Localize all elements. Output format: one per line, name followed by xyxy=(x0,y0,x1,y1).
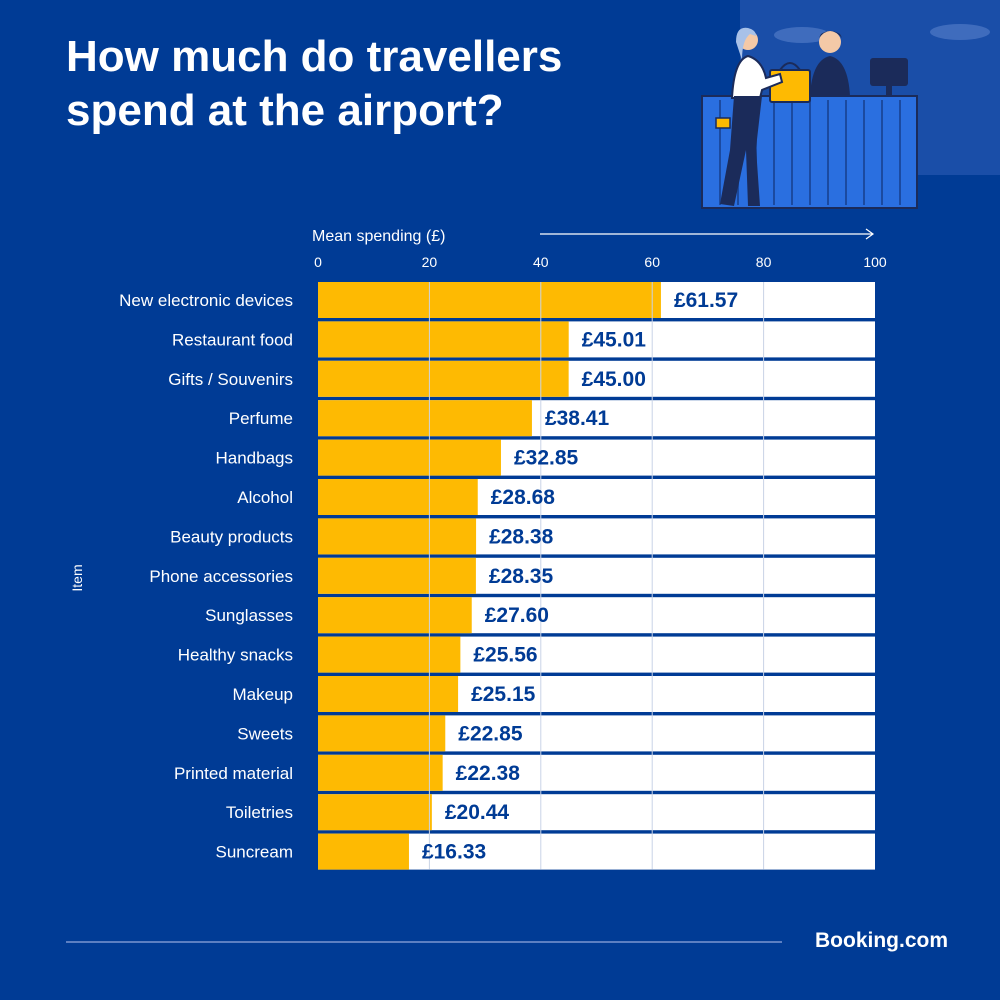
value-label: £61.57 xyxy=(674,289,738,312)
agent-hair xyxy=(819,31,842,38)
bar xyxy=(318,676,459,712)
traveller-hair xyxy=(736,27,756,60)
category-label: Healthy snacks xyxy=(178,646,293,665)
value-label: £45.01 xyxy=(582,328,647,351)
value-label: £38.41 xyxy=(545,407,610,430)
x-axis-arrow xyxy=(540,228,875,240)
bar xyxy=(318,715,446,752)
value-label: £32.85 xyxy=(514,447,579,470)
x-tick-label: 100 xyxy=(863,254,887,270)
y-axis-label: Item xyxy=(69,564,85,591)
agent-body xyxy=(810,56,850,96)
value-label: £16.33 xyxy=(422,841,486,864)
value-label: £27.60 xyxy=(485,604,549,627)
category-label: Sunglasses xyxy=(205,606,293,625)
category-label: Restaurant food xyxy=(172,330,293,349)
category-label: Phone accessories xyxy=(149,567,293,586)
traveller-trousers xyxy=(720,96,762,206)
footer-divider xyxy=(66,941,782,943)
bar-track xyxy=(318,833,875,870)
monitor-shape xyxy=(870,58,908,86)
bar xyxy=(318,439,501,476)
x-tick-label: 60 xyxy=(644,254,660,270)
category-label: Sweets xyxy=(237,724,293,743)
category-label: Perfume xyxy=(229,409,293,428)
passport-shape xyxy=(715,117,731,129)
bar xyxy=(318,754,443,791)
bar xyxy=(318,360,569,397)
category-label: Gifts / Souvenirs xyxy=(168,370,293,389)
bar xyxy=(318,518,477,555)
bar xyxy=(318,636,461,673)
value-label: £22.85 xyxy=(458,722,523,745)
category-label: Toiletries xyxy=(226,803,293,822)
value-label: £20.44 xyxy=(445,801,510,824)
monitor-stand xyxy=(886,86,892,98)
traveller-shirt xyxy=(730,54,784,99)
x-tick-label: 80 xyxy=(756,254,772,270)
value-label: £25.15 xyxy=(471,683,536,706)
value-label: £25.56 xyxy=(473,644,537,667)
bar xyxy=(318,282,661,318)
category-label: Beauty products xyxy=(170,527,293,546)
bag-handle xyxy=(779,62,801,71)
bar xyxy=(318,479,478,515)
category-label: Printed material xyxy=(174,764,293,783)
airport-checkin-illustration xyxy=(701,0,1000,209)
category-label: Alcohol xyxy=(237,488,293,507)
value-label: £22.38 xyxy=(456,762,521,785)
category-label: Suncream xyxy=(216,843,293,862)
value-label: £28.68 xyxy=(491,486,556,509)
bar xyxy=(318,597,472,634)
value-label: £28.35 xyxy=(489,565,554,588)
cloud-shape xyxy=(930,24,990,40)
category-label: New electronic devices xyxy=(119,291,293,310)
bar xyxy=(318,833,409,870)
value-label: £45.00 xyxy=(582,368,646,391)
x-tick-label: 40 xyxy=(533,254,549,270)
bar xyxy=(318,557,476,594)
chart-title: How much do travellers spend at the airp… xyxy=(66,32,563,135)
value-label: £28.38 xyxy=(489,525,554,548)
cloud-shape xyxy=(774,27,830,43)
agent-head xyxy=(819,31,841,53)
bar xyxy=(318,794,432,831)
category-label: Handbags xyxy=(215,449,293,468)
bar xyxy=(318,321,569,358)
x-tick-label: 0 xyxy=(314,254,322,270)
x-tick-label: 20 xyxy=(422,254,438,270)
category-label: Makeup xyxy=(233,685,293,704)
bar xyxy=(318,400,532,437)
x-axis-label: Mean spending (£) xyxy=(312,228,445,245)
brand-logo[interactable]: Booking.com xyxy=(815,929,949,952)
